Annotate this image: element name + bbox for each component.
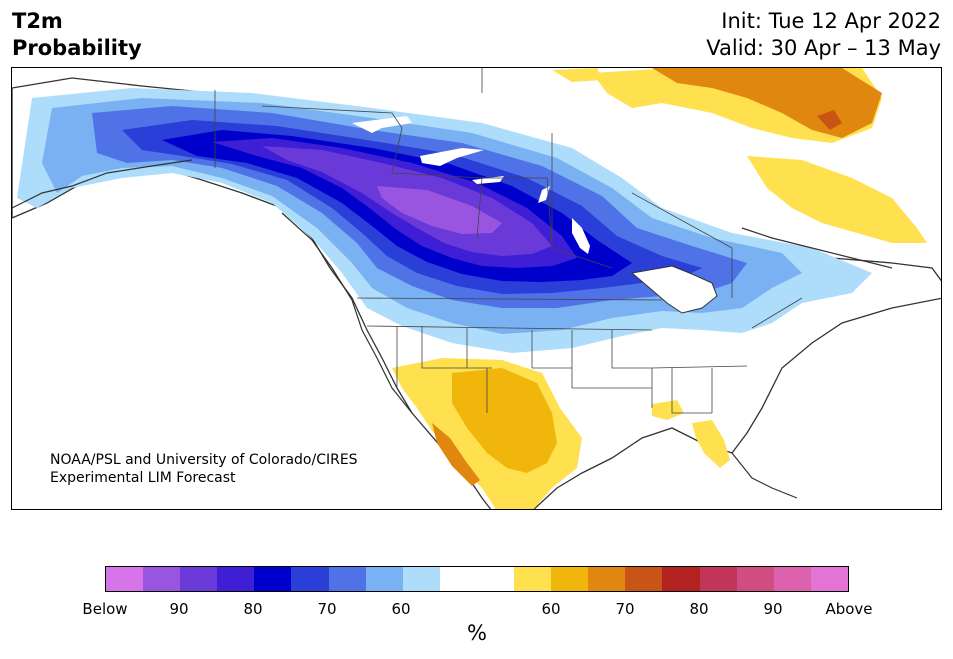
colorbar-tick-label: Above — [825, 600, 873, 618]
probability-map — [12, 68, 941, 509]
colorbar-cell — [699, 567, 737, 591]
colorbar — [105, 566, 849, 592]
colorbar-cell — [180, 567, 218, 591]
above-60-baja-zone — [432, 423, 480, 486]
above-60-gulf-zone — [652, 400, 684, 420]
above-60-quebec-zone — [747, 156, 927, 243]
init-date: Init: Tue 12 Apr 2022 — [721, 9, 941, 33]
credit-line-1: NOAA/PSL and University of Colorado/CIRE… — [50, 452, 358, 468]
colorbar-tick-label: 70 — [317, 600, 337, 618]
colorbar-cell — [810, 567, 848, 591]
political-borders — [214, 68, 803, 414]
colorbar-cell — [328, 567, 366, 591]
colorbar-cell — [514, 567, 552, 591]
colorbar-cell — [773, 567, 811, 591]
colorbar-cell — [217, 567, 255, 591]
colorbar-cell — [439, 567, 477, 591]
colorbar-cell — [365, 567, 403, 591]
below-90b-zone — [377, 186, 502, 234]
credit-block: NOAA/PSL and University of Colorado/CIRE… — [50, 451, 358, 487]
title-block: T2m Probability — [12, 8, 142, 62]
lake-winnipeg — [572, 218, 590, 254]
colorbar-cell — [476, 567, 515, 591]
colorbar-cell — [143, 567, 181, 591]
colorbar-tick-label: 70 — [615, 600, 635, 618]
map-panel: NOAA/PSL and University of Colorado/CIRE… — [11, 67, 942, 510]
colorbar-cell — [402, 567, 440, 591]
colorbar-tick-label: 90 — [169, 600, 189, 618]
colorbar-tick-label: 80 — [243, 600, 263, 618]
colorbar-cell — [551, 567, 589, 591]
colorbar-cell — [254, 567, 292, 591]
great-lakes — [630, 265, 718, 314]
above-60-north-zone — [552, 68, 602, 82]
great-slave-lake — [420, 148, 484, 166]
colorbar-tick-label: 80 — [689, 600, 709, 618]
above-60-florida-zone — [692, 420, 730, 468]
colorbar-tick-label: Below — [82, 600, 128, 618]
colorbar-cell — [662, 567, 700, 591]
colorbar-cell — [588, 567, 626, 591]
colorbar-cell — [625, 567, 663, 591]
lake-winnipegosis — [538, 186, 550, 203]
title-line-1: T2m — [12, 9, 63, 33]
colorbar-unit-label: % — [467, 621, 487, 645]
colorbar-cell — [736, 567, 774, 591]
colorbar-tick-label: 60 — [391, 600, 411, 618]
above-80-greenland-spot — [817, 110, 842, 130]
colorbar-tick-label: 60 — [541, 600, 561, 618]
above-60-southwest-core — [452, 368, 557, 473]
colorbar-cell — [291, 567, 329, 591]
credit-line-2: Experimental LIM Forecast — [50, 470, 236, 486]
colorbar-cell — [106, 567, 144, 591]
title-line-2: Probability — [12, 36, 142, 60]
coastlines — [12, 159, 893, 499]
date-block: Init: Tue 12 Apr 2022 Valid: 30 Apr – 13… — [706, 8, 941, 62]
valid-date: Valid: 30 Apr – 13 May — [706, 36, 941, 60]
colorbar-tick-label: 90 — [763, 600, 783, 618]
